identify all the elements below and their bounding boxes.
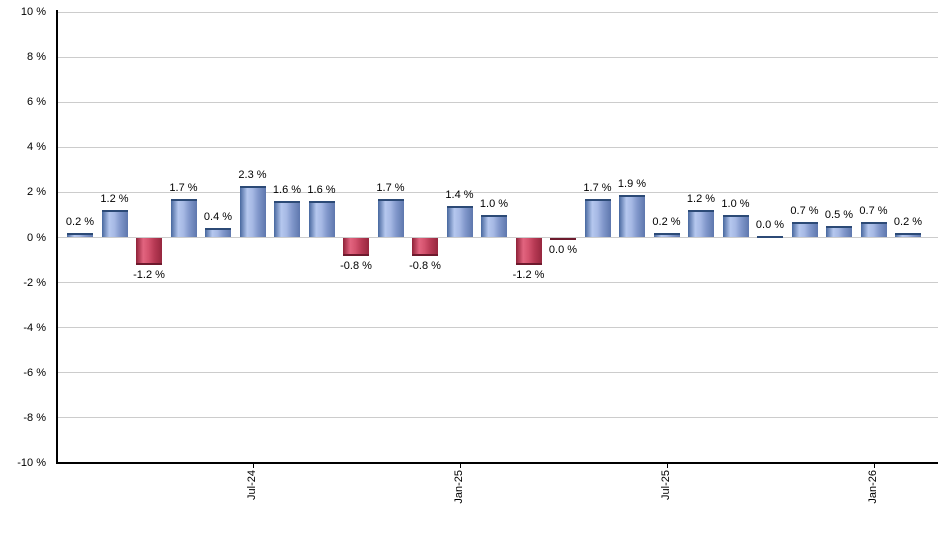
- bar-value-label: 1.9 %: [617, 177, 647, 190]
- bar-value-label: 0.2 %: [65, 215, 95, 228]
- gridline: [58, 146, 938, 148]
- bar: [619, 194, 645, 238]
- bar-value-label: -0.8 %: [409, 259, 441, 272]
- x-axis-tick: [459, 462, 461, 468]
- gridline: [58, 191, 938, 193]
- gridline: [58, 372, 938, 374]
- bar: [515, 237, 542, 265]
- bar-value-label: 1.6 %: [272, 184, 302, 197]
- bar-value-label: 0.0 %: [548, 243, 578, 256]
- x-axis-tick: [252, 462, 254, 468]
- bar-value-label: 0.2 %: [652, 215, 681, 228]
- x-axis-tick: [666, 462, 668, 468]
- bar-value-label: 1.0 %: [479, 197, 509, 210]
- bar: [412, 237, 438, 256]
- bar: [101, 210, 128, 238]
- bar-value-label: 0.2 %: [893, 215, 923, 228]
- gridline: [58, 56, 938, 58]
- bar: [550, 237, 576, 240]
- y-axis-tick-label: -8 %: [23, 411, 46, 424]
- y-axis-tick-label: 0 %: [27, 231, 46, 244]
- gridline: [58, 101, 938, 103]
- bar: [205, 228, 231, 238]
- y-axis-tick-label: 8 %: [27, 51, 46, 64]
- y-axis-tick-label: -2 %: [23, 276, 46, 289]
- bar-value-label: 0.0 %: [755, 218, 785, 231]
- bar-value-label: 1.2 %: [100, 193, 129, 206]
- gridline: [58, 282, 938, 284]
- gridline: [58, 237, 938, 238]
- bar: [343, 237, 369, 256]
- bar: [239, 185, 266, 238]
- gridline: [58, 417, 938, 419]
- bar-value-label: 1.0 %: [721, 197, 750, 210]
- bar: [136, 237, 162, 265]
- bar: [757, 235, 783, 238]
- bar: [653, 232, 680, 238]
- bar: [895, 232, 921, 238]
- bar: [170, 199, 197, 238]
- x-axis-tick-label: Jul-25: [659, 469, 672, 500]
- y-axis-tick-label: 10 %: [20, 6, 46, 18]
- bar-value-label: 0.4 %: [203, 211, 233, 224]
- x-axis-tick: [873, 462, 875, 468]
- x-axis-tick-label: Jan-26: [866, 469, 879, 504]
- bar: [308, 201, 335, 238]
- bar-value-label: 0.7 %: [790, 204, 819, 217]
- bar: [584, 199, 611, 238]
- x-axis-line: [56, 461, 938, 464]
- bar: [860, 221, 887, 238]
- bar-value-label: 1.7 %: [583, 182, 612, 195]
- bar-value-label: -1.2 %: [133, 268, 165, 281]
- bar: [722, 214, 749, 238]
- y-axis-line: [56, 10, 58, 464]
- bar: [826, 226, 852, 238]
- bar-value-label: 1.2 %: [686, 193, 716, 206]
- bar: [67, 232, 93, 238]
- x-axis-tick-label: Jan-25: [452, 469, 465, 504]
- y-axis-tick-label: -10 %: [17, 457, 46, 469]
- bar: [274, 201, 300, 238]
- y-axis-tick-label: 4 %: [27, 141, 46, 154]
- bar: [377, 199, 404, 238]
- gridline: [58, 11, 938, 13]
- bar-value-label: 1.4 %: [445, 188, 474, 201]
- bar-value-label: -0.8 %: [340, 259, 372, 272]
- bar: [688, 210, 714, 238]
- bar: [481, 214, 507, 238]
- y-axis-tick-label: -6 %: [23, 366, 46, 379]
- bar-value-label: 0.5 %: [824, 209, 854, 222]
- bar: [791, 221, 818, 238]
- bar-value-label: 1.6 %: [307, 184, 336, 197]
- bar-value-label: 1.7 %: [376, 182, 405, 195]
- gridline: [58, 327, 938, 329]
- bar-value-label: 1.7 %: [169, 182, 198, 195]
- y-axis-tick-label: 6 %: [27, 96, 46, 109]
- y-axis-tick-label: 2 %: [27, 186, 46, 199]
- y-axis-tick-label: -4 %: [23, 321, 46, 334]
- bar-value-label: 2.3 %: [238, 168, 267, 181]
- x-axis-tick-label: Jul-24: [245, 469, 258, 500]
- bar-value-label: -1.2 %: [512, 268, 545, 281]
- bar: [446, 205, 473, 238]
- bar-value-label: 0.7 %: [859, 204, 888, 217]
